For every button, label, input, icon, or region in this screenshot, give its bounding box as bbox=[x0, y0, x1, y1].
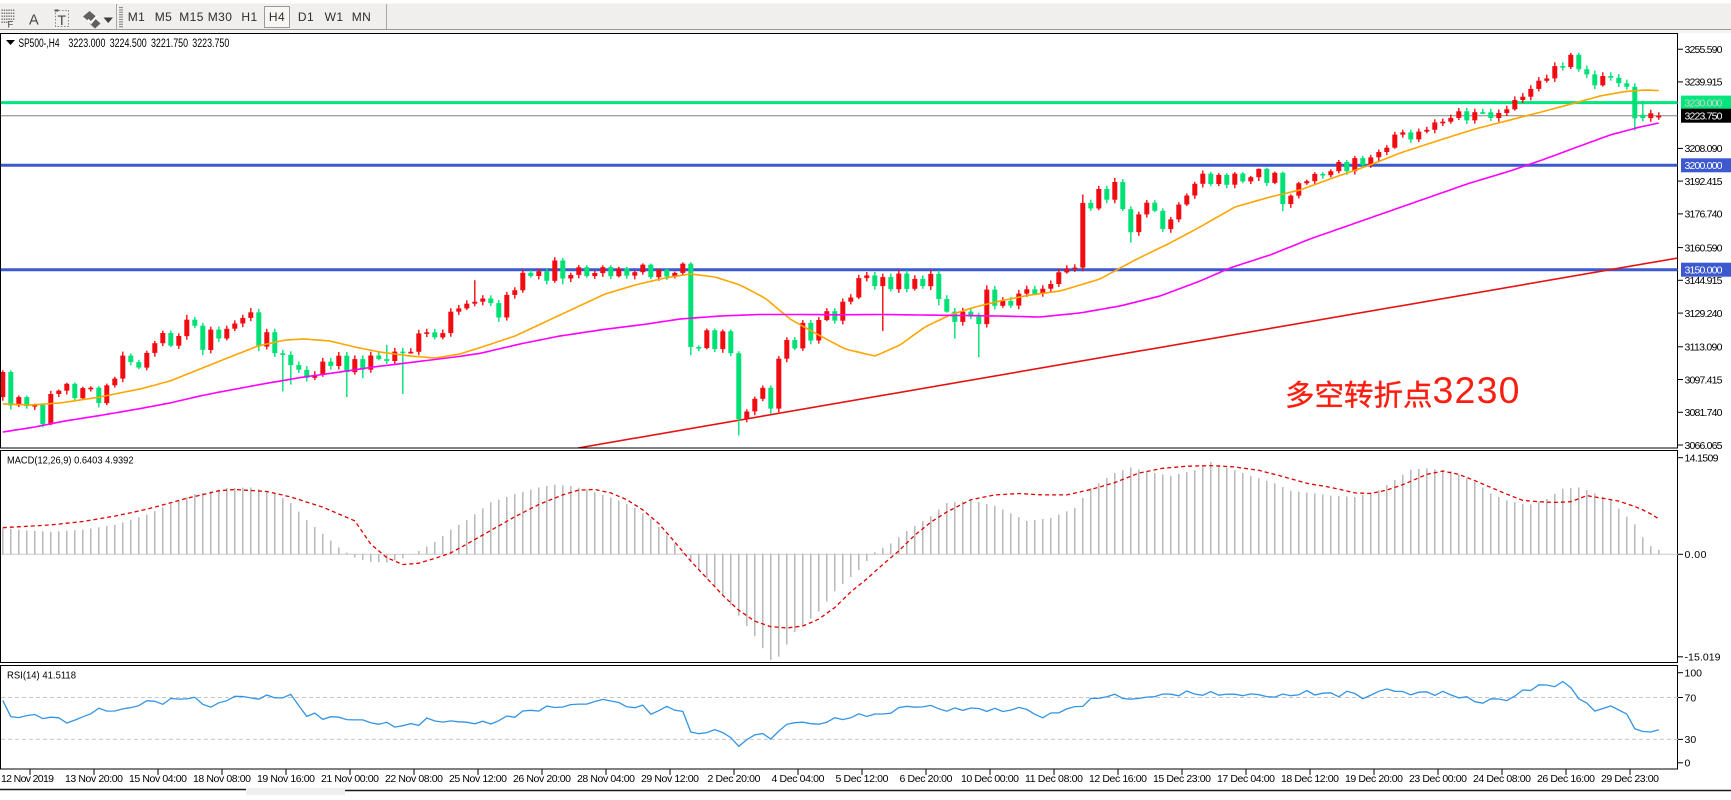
svg-text:3066.065: 3066.065 bbox=[1685, 440, 1723, 452]
svg-text:3230: 3230 bbox=[1433, 369, 1520, 411]
svg-text:W1: W1 bbox=[325, 10, 344, 24]
svg-text:0: 0 bbox=[1685, 758, 1691, 770]
svg-text:D1: D1 bbox=[298, 10, 314, 24]
svg-text:3255.590: 3255.590 bbox=[1685, 44, 1723, 56]
svg-text:21 Nov 00:00: 21 Nov 00:00 bbox=[321, 773, 379, 785]
svg-text:4 Dec 04:00: 4 Dec 04:00 bbox=[772, 773, 825, 785]
svg-text:M5: M5 bbox=[155, 10, 172, 24]
svg-text:3129.240: 3129.240 bbox=[1685, 308, 1723, 320]
svg-text:H1: H1 bbox=[241, 10, 257, 24]
svg-text:2 Dec 20:00: 2 Dec 20:00 bbox=[708, 773, 761, 785]
svg-text:26 Dec 16:00: 26 Dec 16:00 bbox=[1537, 773, 1595, 785]
svg-text:11 Dec 08:00: 11 Dec 08:00 bbox=[1025, 773, 1083, 785]
svg-text:100: 100 bbox=[1685, 668, 1703, 680]
svg-text:F: F bbox=[8, 20, 14, 31]
svg-text:26 Nov 20:00: 26 Nov 20:00 bbox=[513, 773, 571, 785]
svg-text:28 Nov 04:00: 28 Nov 04:00 bbox=[577, 773, 635, 785]
svg-text:25 Nov 12:00: 25 Nov 12:00 bbox=[449, 773, 507, 785]
svg-text:14.1509: 14.1509 bbox=[1685, 453, 1719, 465]
svg-text:A: A bbox=[29, 13, 39, 29]
svg-text:3230.000: 3230.000 bbox=[1685, 97, 1723, 109]
svg-text:M1: M1 bbox=[128, 10, 145, 24]
svg-text:3160.590: 3160.590 bbox=[1685, 242, 1723, 254]
svg-text:10 Dec 00:00: 10 Dec 00:00 bbox=[961, 773, 1019, 785]
svg-text:12 Dec 16:00: 12 Dec 16:00 bbox=[1089, 773, 1147, 785]
svg-text:0.00: 0.00 bbox=[1685, 549, 1707, 561]
svg-text:24 Dec 08:00: 24 Dec 08:00 bbox=[1473, 773, 1531, 785]
svg-text:M15: M15 bbox=[179, 10, 204, 24]
svg-text:19 Dec 20:00: 19 Dec 20:00 bbox=[1345, 773, 1403, 785]
svg-text:15 Nov 04:00: 15 Nov 04:00 bbox=[129, 773, 187, 785]
svg-text:3081.740: 3081.740 bbox=[1685, 407, 1723, 419]
svg-text:H4: H4 bbox=[269, 10, 285, 24]
svg-text:17 Dec 04:00: 17 Dec 04:00 bbox=[1217, 773, 1275, 785]
svg-text:30: 30 bbox=[1685, 734, 1697, 746]
svg-text:MACD(12,26,9) 0.6403 4.9392: MACD(12,26,9) 0.6403 4.9392 bbox=[7, 455, 134, 467]
svg-text:-15.019: -15.019 bbox=[1685, 652, 1721, 664]
svg-text:3224.500: 3224.500 bbox=[110, 38, 147, 50]
svg-text:15 Dec 23:00: 15 Dec 23:00 bbox=[1153, 773, 1211, 785]
svg-text:3223.750: 3223.750 bbox=[1685, 111, 1723, 123]
svg-text:3113.090: 3113.090 bbox=[1685, 342, 1723, 354]
svg-text:18 Nov 08:00: 18 Nov 08:00 bbox=[193, 773, 251, 785]
svg-text:22 Nov 08:00: 22 Nov 08:00 bbox=[385, 773, 443, 785]
svg-text:3176.740: 3176.740 bbox=[1685, 209, 1723, 221]
svg-text:SP500-,H4: SP500-,H4 bbox=[19, 38, 60, 50]
svg-text:T: T bbox=[58, 12, 67, 28]
svg-text:18 Dec 12:00: 18 Dec 12:00 bbox=[1281, 773, 1339, 785]
svg-text:3223.000: 3223.000 bbox=[68, 38, 105, 50]
svg-text:29 Nov 12:00: 29 Nov 12:00 bbox=[641, 773, 699, 785]
svg-text:3221.750: 3221.750 bbox=[151, 38, 188, 50]
svg-text:3192.415: 3192.415 bbox=[1685, 176, 1723, 188]
svg-text:MN: MN bbox=[352, 10, 371, 24]
svg-text:23 Dec 00:00: 23 Dec 00:00 bbox=[1409, 773, 1467, 785]
svg-text:3223.750: 3223.750 bbox=[192, 38, 229, 50]
svg-text:3144.915: 3144.915 bbox=[1685, 275, 1723, 287]
svg-text:70: 70 bbox=[1685, 692, 1697, 704]
svg-text:19 Nov 16:00: 19 Nov 16:00 bbox=[257, 773, 315, 785]
svg-text:29 Dec 23:00: 29 Dec 23:00 bbox=[1601, 773, 1659, 785]
svg-text:3239.915: 3239.915 bbox=[1685, 77, 1723, 89]
svg-text:M30: M30 bbox=[208, 10, 233, 24]
svg-text:3150.000: 3150.000 bbox=[1685, 265, 1723, 277]
svg-text:RSI(14) 41.5118: RSI(14) 41.5118 bbox=[7, 670, 76, 682]
svg-text:13 Nov 20:00: 13 Nov 20:00 bbox=[65, 773, 123, 785]
svg-text:5 Dec 12:00: 5 Dec 12:00 bbox=[836, 773, 889, 785]
svg-text:12 Nov 2019: 12 Nov 2019 bbox=[1, 773, 54, 785]
svg-text:3097.415: 3097.415 bbox=[1685, 374, 1723, 386]
svg-text:6 Dec 20:00: 6 Dec 20:00 bbox=[900, 773, 953, 785]
svg-text:3208.090: 3208.090 bbox=[1685, 143, 1723, 155]
svg-text:3200.000: 3200.000 bbox=[1685, 160, 1723, 172]
